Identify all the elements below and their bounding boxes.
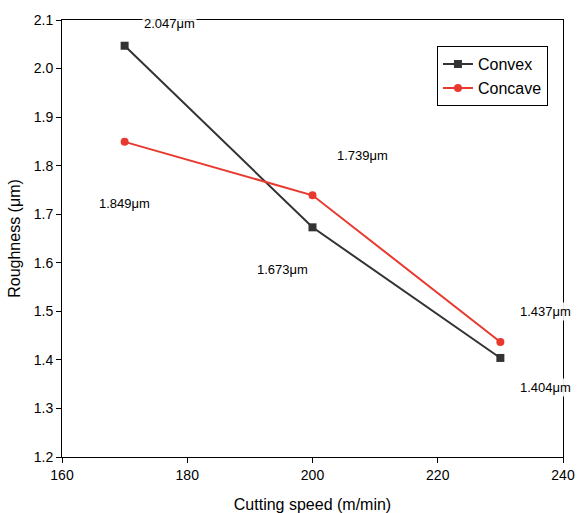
svg-text:220: 220	[426, 467, 450, 483]
svg-text:1.8: 1.8	[34, 158, 54, 174]
svg-text:1.4: 1.4	[34, 352, 54, 368]
svg-text:200: 200	[301, 467, 325, 483]
svg-text:2.0: 2.0	[34, 60, 54, 76]
svg-text:1.6: 1.6	[34, 255, 54, 271]
svg-text:180: 180	[176, 467, 200, 483]
svg-text:1.9: 1.9	[34, 109, 54, 125]
svg-text:1.2: 1.2	[34, 449, 54, 465]
svg-text:Concave: Concave	[478, 80, 541, 97]
svg-text:1.437μm: 1.437μm	[520, 304, 571, 319]
svg-text:1.3: 1.3	[34, 400, 54, 416]
svg-text:Cutting speed (m/min): Cutting speed (m/min)	[234, 496, 391, 513]
svg-text:2.1: 2.1	[34, 12, 54, 28]
svg-text:1.673μm: 1.673μm	[257, 262, 308, 277]
svg-text:160: 160	[50, 467, 74, 483]
svg-text:1.5: 1.5	[34, 303, 54, 319]
svg-text:240: 240	[551, 467, 575, 483]
svg-text:1.739μm: 1.739μm	[337, 148, 388, 163]
svg-text:1.7: 1.7	[34, 206, 54, 222]
svg-text:1.404μm: 1.404μm	[520, 380, 571, 395]
svg-text:2.047μm: 2.047μm	[144, 16, 195, 31]
svg-text:Convex: Convex	[478, 56, 532, 73]
svg-text:Roughness (μm): Roughness (μm)	[6, 179, 23, 298]
svg-text:1.849μm: 1.849μm	[99, 196, 150, 211]
